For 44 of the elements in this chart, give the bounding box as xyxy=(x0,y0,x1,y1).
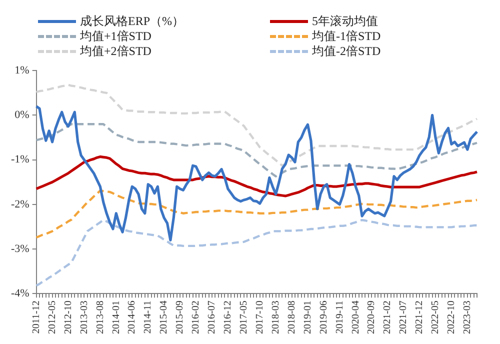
y-tick-label: -2% xyxy=(11,198,30,210)
x-tick-label: 2015-09 xyxy=(174,300,186,334)
y-tick-label: -4% xyxy=(11,288,30,300)
legend-label: 均值-1倍STD xyxy=(312,28,381,45)
x-tick-label: 2013-08 xyxy=(94,300,106,334)
x-tick-label: 2014-01 xyxy=(110,300,122,334)
legend-label: 5年滚动均值 xyxy=(312,13,378,30)
line-series xyxy=(35,123,478,178)
x-tick-label: 2020-09 xyxy=(366,300,378,334)
x-tick-label: 2019-11 xyxy=(334,300,346,334)
x-tick-label: 2014-06 xyxy=(126,300,138,334)
y-tick-label: 1% xyxy=(14,64,30,76)
x-tick-label: 2021-12 xyxy=(414,300,426,334)
x-tick-label: 2014-11 xyxy=(142,300,154,334)
x-tick-label: 2020-04 xyxy=(350,300,362,334)
x-tick-label: 2017-05 xyxy=(238,300,250,334)
x-tick-label: 2023-03 xyxy=(462,300,474,334)
legend-label: 均值+2倍STD xyxy=(80,43,152,60)
x-tick-label: 2019-06 xyxy=(318,300,330,334)
y-tick-label: 0% xyxy=(14,109,30,122)
x-tick-label: 2022-05 xyxy=(430,300,442,334)
y-tick-label: -3% xyxy=(11,242,30,255)
legend-label: 成长风格ERP（%） xyxy=(80,13,184,30)
x-tick-label: 2011-12 xyxy=(30,300,42,334)
legend-label: 均值+1倍STD xyxy=(80,28,152,45)
line-series xyxy=(35,84,478,167)
x-tick-label: 2022-10 xyxy=(446,300,458,334)
x-tick-label: 2012-05 xyxy=(46,300,58,334)
x-tick-label: 2012-10 xyxy=(62,300,74,334)
x-tick-label: 2016-12 xyxy=(222,300,234,334)
x-tick-label: 2019-01 xyxy=(302,300,314,334)
x-tick-label: 2021-02 xyxy=(382,300,394,334)
legend-label: 均值-2倍STD xyxy=(312,43,381,60)
x-tick-label: 2021-07 xyxy=(398,300,410,334)
y-tick-label: -1% xyxy=(11,154,30,166)
line-series xyxy=(35,190,478,239)
line-series xyxy=(35,218,478,287)
x-tick-label: 2013-03 xyxy=(78,300,90,334)
x-tick-label: 2016-02 xyxy=(190,300,202,334)
x-tick-label: 2017-10 xyxy=(254,300,266,334)
x-tick-label: 2015-04 xyxy=(158,300,170,334)
x-tick-label: 2018-03 xyxy=(270,300,282,334)
x-tick-label: 2018-08 xyxy=(286,300,298,334)
x-tick-label: 2016-07 xyxy=(206,300,218,334)
